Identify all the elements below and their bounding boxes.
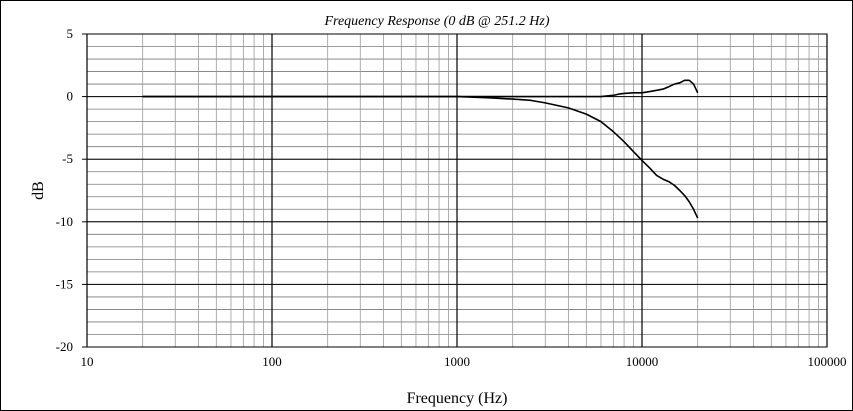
y-tick-label: -20 [56,339,73,354]
series-lines [142,79,699,219]
y-tick-label: -10 [56,214,73,229]
grid-major [82,33,828,348]
tick-labels: 10 100 1000 10000 100000 5 0 -5 -10 -15 -20 [56,26,847,369]
series-line-1 [142,79,699,98]
plot-border [86,33,828,348]
y-tick-label: 0 [67,89,74,104]
y-axis-title: dB [30,181,47,200]
y-tick-label: -5 [62,151,73,166]
chart-title: Frequency Response (0 dB @ 251.2 Hz) [323,14,549,29]
series-line-2 [142,95,699,219]
x-tick-label: 1000 [444,354,470,369]
y-tick-label: 5 [67,26,74,41]
x-tick-label: 100 [262,354,282,369]
y-tick-label: -15 [56,276,73,291]
x-tick-label: 100000 [808,354,847,369]
x-tick-label: 10 [81,354,94,369]
x-axis-title: Frequency (Hz) [407,390,508,407]
x-tick-label: 10000 [626,354,659,369]
